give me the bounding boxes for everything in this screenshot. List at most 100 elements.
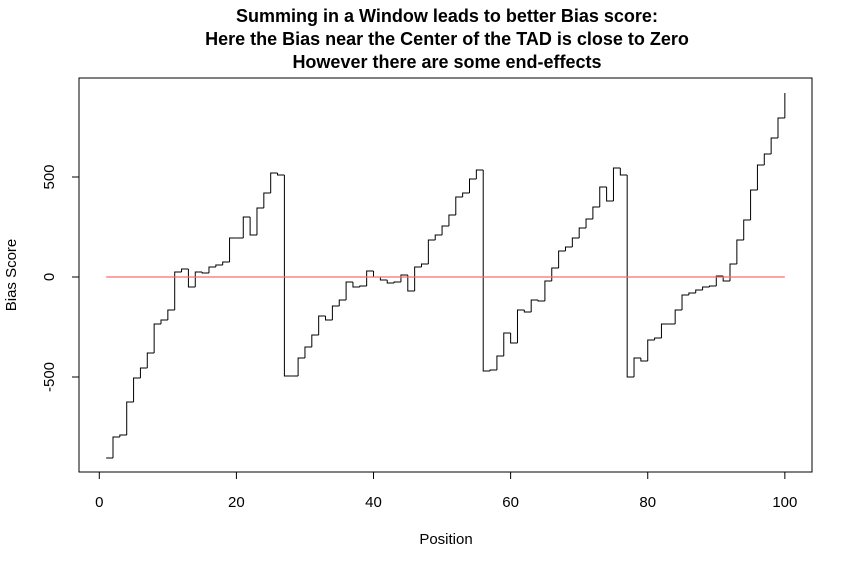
step-segment (345, 281, 353, 300)
step-segment (743, 219, 751, 240)
step-segment (249, 217, 257, 236)
step-segment (777, 117, 785, 138)
step-segment (338, 299, 347, 306)
step-segment (503, 332, 511, 356)
step-segment (434, 234, 443, 240)
step-segment (304, 346, 312, 358)
step-segment (750, 189, 758, 220)
step-segment (756, 164, 765, 190)
step-segment (708, 285, 717, 287)
step-segment (318, 315, 326, 335)
step-segment (544, 280, 552, 301)
step-segment (393, 281, 401, 283)
step-segment (283, 175, 292, 377)
step-segment (640, 358, 648, 362)
step-segment (139, 367, 148, 378)
step-segment (414, 266, 422, 291)
x-tick-label: 0 (95, 494, 103, 511)
step-segment (407, 275, 415, 292)
x-tick-label: 20 (228, 494, 245, 511)
step-segment (174, 271, 182, 310)
step-segment (496, 355, 504, 370)
step-segment (146, 352, 155, 368)
step-segment (119, 434, 127, 437)
step-segment (194, 271, 203, 287)
step-segment (530, 299, 539, 312)
step-segment (359, 285, 367, 287)
step-segment (427, 239, 436, 264)
step-segment (715, 275, 724, 286)
y-tick-label: -500 (41, 362, 58, 392)
step-segment (564, 246, 573, 251)
step-segment (242, 216, 251, 238)
step-segment (736, 239, 744, 264)
step-segment (167, 309, 175, 320)
step-segment (702, 286, 710, 290)
step-segment (201, 272, 209, 274)
step-segment (400, 274, 408, 282)
step-segment (373, 271, 381, 278)
y-axis-label: Bias Score (3, 239, 20, 312)
step-segment (599, 186, 607, 207)
step-segment (647, 339, 655, 361)
step-segment (256, 207, 264, 235)
step-segment (660, 323, 669, 338)
step-segment (585, 218, 593, 228)
y-tick-label: 0 (41, 273, 58, 281)
step-segment (510, 333, 518, 344)
step-segment (489, 369, 497, 371)
plot-box (78, 77, 813, 473)
step-segment (688, 292, 696, 295)
step-segment (352, 282, 360, 288)
step-segment (770, 137, 778, 154)
step-segment (763, 153, 772, 165)
step-segment (187, 269, 196, 288)
chart-title: Here the Bias near the Center of the TAD… (205, 29, 689, 49)
step-segment (421, 263, 429, 267)
step-segment (551, 267, 559, 281)
step-segment (181, 268, 189, 272)
step-segment (366, 270, 374, 286)
x-axis-label: Position (419, 531, 472, 548)
step-segment (468, 178, 477, 193)
x-tick-label: 80 (639, 494, 656, 511)
step-segment (681, 294, 689, 310)
step-segment (126, 401, 134, 435)
step-segment (208, 266, 216, 273)
step-segment (386, 280, 395, 284)
step-segment (222, 261, 230, 265)
step-segment (626, 175, 635, 378)
step-segment (441, 225, 449, 235)
step-segment (160, 319, 168, 324)
step-segment (619, 168, 628, 176)
step-segment (674, 309, 683, 324)
step-segment (475, 169, 484, 179)
step-segment (462, 192, 470, 197)
step-segment (612, 167, 621, 201)
step-segment (448, 214, 456, 226)
y-tick-label: 500 (41, 164, 58, 189)
step-segment (153, 323, 161, 353)
step-segment (331, 305, 340, 320)
step-segment (455, 196, 463, 215)
step-segment (578, 227, 587, 238)
step-segment (229, 237, 237, 262)
step-segment (482, 170, 491, 372)
step-segment (215, 264, 223, 267)
step-segment (311, 334, 319, 347)
step-segment (297, 357, 305, 376)
chart-title: However there are some end-effects (292, 52, 601, 72)
step-segment (558, 250, 566, 268)
step-segment (722, 276, 731, 282)
step-segment (633, 357, 641, 377)
step-segment (270, 172, 278, 193)
step-segment (112, 436, 120, 458)
x-tick-label: 60 (502, 494, 519, 511)
step-segment (695, 289, 703, 293)
step-segment (379, 277, 388, 281)
x-tick-label: 100 (772, 494, 797, 511)
step-segment (729, 263, 737, 281)
step-segment (523, 310, 532, 313)
step-segment (277, 173, 285, 176)
